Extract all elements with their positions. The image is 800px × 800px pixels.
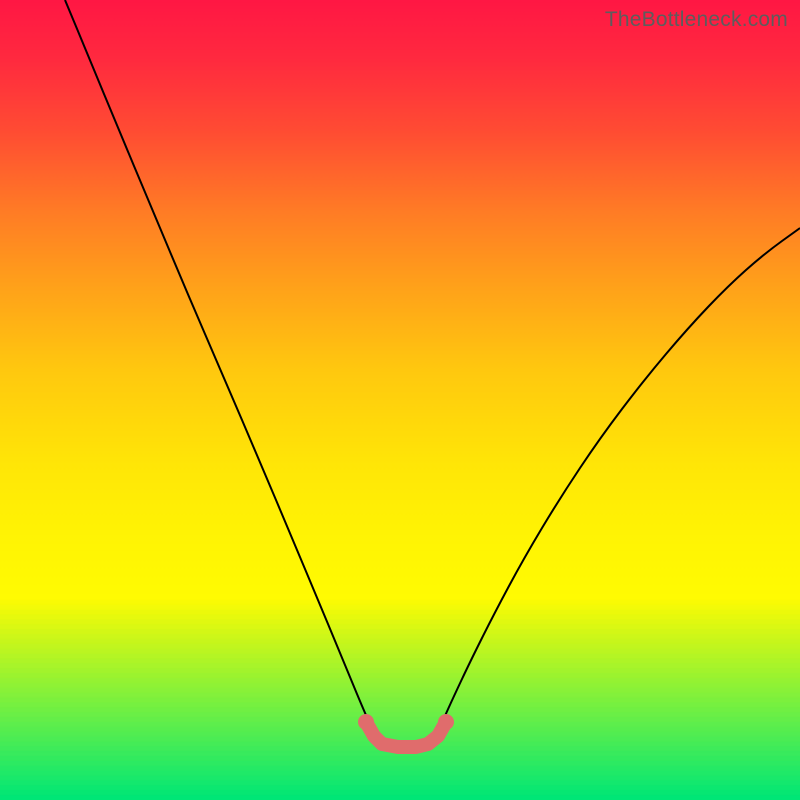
gradient-background	[0, 0, 800, 800]
chart-stage: TheBottleneck.com	[0, 0, 800, 800]
watermark-text: TheBottleneck.com	[605, 8, 788, 32]
